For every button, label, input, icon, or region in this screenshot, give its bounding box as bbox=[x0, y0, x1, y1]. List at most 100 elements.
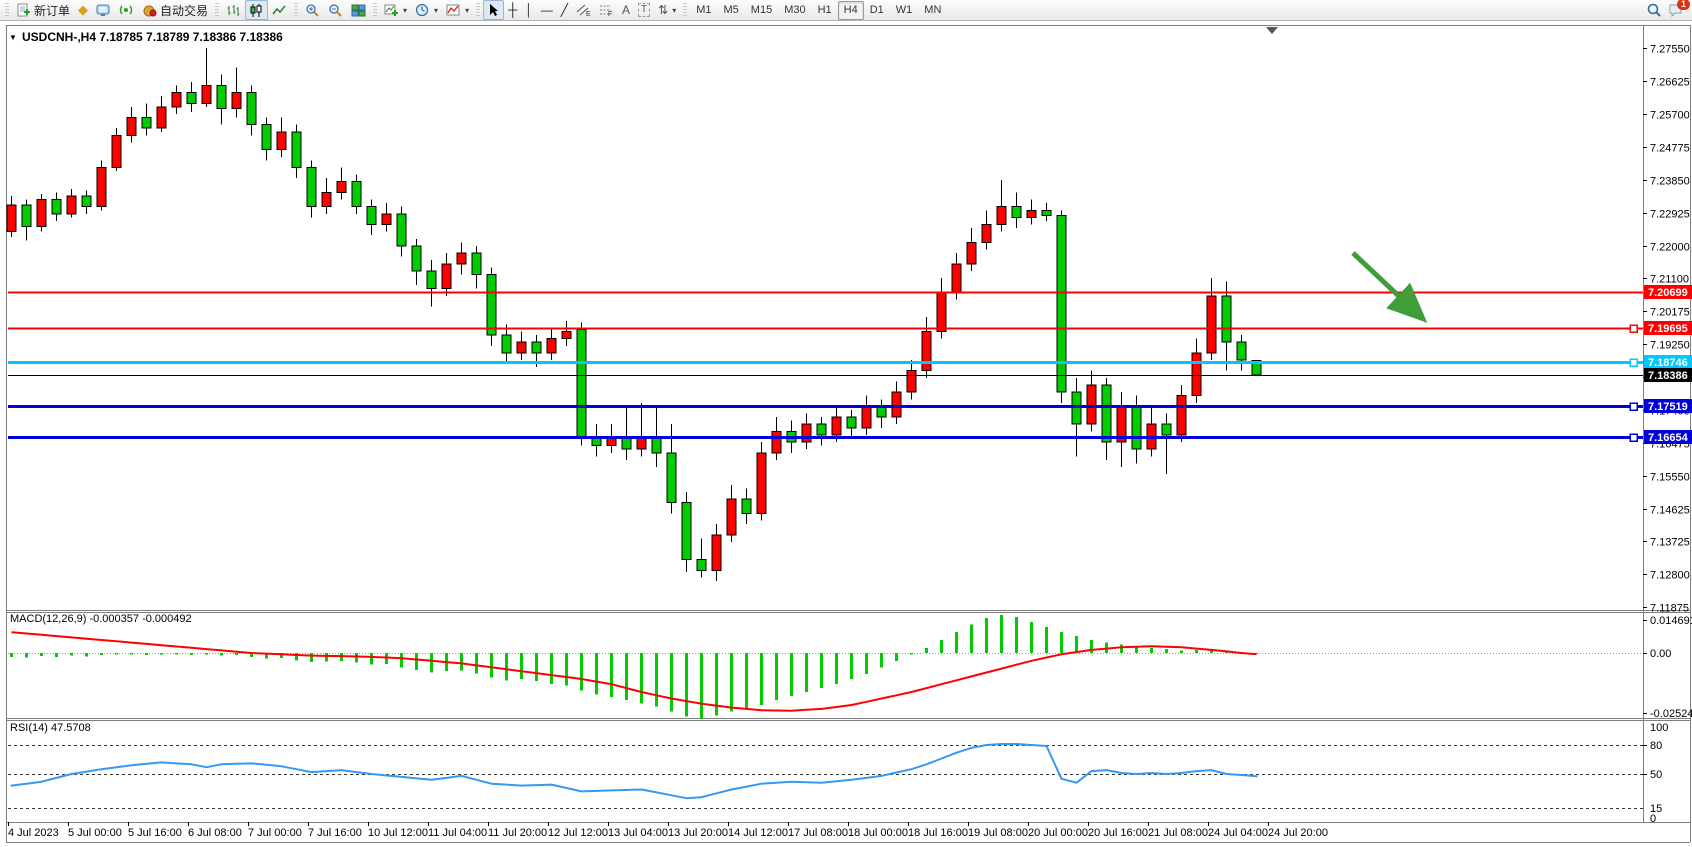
svg-text:7.16654: 7.16654 bbox=[1648, 432, 1689, 444]
charts-window-button[interactable] bbox=[92, 0, 115, 20]
period-menu-button[interactable]: ▾ bbox=[411, 0, 442, 20]
signals-button[interactable] bbox=[115, 0, 138, 20]
svg-text:18 Jul 16:00: 18 Jul 16:00 bbox=[908, 827, 968, 839]
notifications-button[interactable]: 1 bbox=[1668, 0, 1690, 18]
equidistant-channel-icon: E bbox=[576, 3, 591, 17]
bar-chart-icon bbox=[226, 3, 241, 18]
timeframe-button-MN[interactable]: MN bbox=[924, 4, 942, 16]
text-tool-button[interactable]: A bbox=[618, 0, 634, 20]
svg-text:7.18746: 7.18746 bbox=[1648, 357, 1688, 369]
svg-text:14 Jul 12:00: 14 Jul 12:00 bbox=[728, 827, 788, 839]
timeframe-button-H4[interactable]: H4 bbox=[837, 0, 864, 20]
line-chart-button[interactable] bbox=[268, 0, 291, 20]
svg-text:▼: ▼ bbox=[9, 33, 17, 42]
channel-tool-button[interactable]: E bbox=[572, 0, 595, 20]
notification-count-badge: 1 bbox=[1676, 0, 1690, 10]
signal-icon bbox=[119, 3, 134, 18]
text-label-icon: T bbox=[638, 3, 651, 17]
svg-text:4 Jul 2023: 4 Jul 2023 bbox=[8, 827, 59, 839]
svg-text:0.014691: 0.014691 bbox=[1650, 615, 1692, 627]
toolbar-grip[interactable] bbox=[215, 3, 220, 17]
timeframe-button-D1[interactable]: D1 bbox=[869, 4, 884, 16]
timeframe-button-M15[interactable]: M15 bbox=[750, 4, 773, 16]
arrows-icon: ⇅ bbox=[658, 3, 669, 17]
horizontal-line-icon: — bbox=[540, 3, 553, 17]
svg-text:7.26625: 7.26625 bbox=[1650, 77, 1690, 89]
horizontal-level-lines[interactable] bbox=[8, 291, 1643, 442]
toolbar-grip[interactable] bbox=[476, 3, 481, 17]
svg-text:7.12800: 7.12800 bbox=[1650, 570, 1690, 582]
candlestick-chart-button[interactable] bbox=[245, 0, 269, 20]
trend-arrow-annotation[interactable] bbox=[1351, 251, 1428, 323]
clock-icon bbox=[415, 3, 430, 18]
crosshair-tool-button[interactable]: ┼ bbox=[504, 0, 521, 20]
timeframe-button-W1[interactable]: W1 bbox=[895, 4, 913, 16]
cursor-icon bbox=[487, 3, 500, 17]
fibonacci-tool-button[interactable]: F bbox=[595, 0, 618, 20]
timeframe-button-M5[interactable]: M5 bbox=[723, 4, 739, 16]
svg-text:5 Jul 00:00: 5 Jul 00:00 bbox=[68, 827, 122, 839]
svg-text:USDCNH-,H4 7.18785 7.18789 7.: USDCNH-,H4 7.18785 7.18789 7.18386 7.183… bbox=[22, 30, 283, 44]
svg-text:E: E bbox=[586, 11, 591, 17]
new-order-button[interactable]: 新订单 bbox=[12, 0, 74, 20]
timeframe-button-M1[interactable]: M1 bbox=[696, 4, 712, 16]
svg-text:7.13725: 7.13725 bbox=[1650, 537, 1690, 549]
svg-text:20 Jul 16:00: 20 Jul 16:00 bbox=[1088, 827, 1148, 839]
price-axis: 7.27550 7.26625 7.25700 7.24775 7.23850 7.229… bbox=[1643, 44, 1690, 615]
toolbar-grip[interactable] bbox=[373, 3, 378, 17]
svg-text:80: 80 bbox=[1650, 740, 1662, 752]
rsi-panel: RSI(14) 47.5708 100 80 50 150 bbox=[8, 722, 1668, 825]
autotrading-icon bbox=[142, 3, 157, 18]
svg-text:7.19250: 7.19250 bbox=[1650, 340, 1690, 352]
svg-text:7.27550: 7.27550 bbox=[1650, 44, 1690, 56]
svg-text:0: 0 bbox=[1650, 813, 1656, 825]
indicators-menu-button[interactable]: ▾ bbox=[442, 0, 473, 20]
horizontal-line-tool-button[interactable]: — bbox=[537, 0, 557, 20]
text-label-tool-button[interactable]: T bbox=[634, 0, 654, 20]
svg-text:18 Jul 00:00: 18 Jul 00:00 bbox=[848, 827, 908, 839]
autotrading-button[interactable]: 自动交易 bbox=[138, 0, 212, 20]
timeframe-group: M1 M5 M15 M30 H1 H4 D1 W1 MN bbox=[690, 0, 947, 20]
gold-gem-icon: ◆ bbox=[78, 2, 89, 17]
search-icon[interactable] bbox=[1646, 2, 1662, 18]
svg-text:15: 15 bbox=[1650, 803, 1662, 815]
arrows-tool-button[interactable]: ⇅ ▾ bbox=[654, 0, 680, 20]
tile-windows-button[interactable] bbox=[347, 0, 370, 20]
bar-chart-button[interactable] bbox=[222, 0, 245, 20]
vertical-line-tool-button[interactable]: │ bbox=[521, 0, 537, 20]
svg-text:13 Jul 04:00: 13 Jul 04:00 bbox=[608, 827, 668, 839]
new-order-label: 新订单 bbox=[34, 3, 71, 18]
zoom-in-button[interactable] bbox=[301, 0, 324, 20]
toolbar: 新订单 ◆ 自动交易 bbox=[0, 0, 1692, 21]
indicators-icon bbox=[446, 3, 461, 18]
svg-text:0.00: 0.00 bbox=[1650, 648, 1671, 660]
svg-text:5 Jul 16:00: 5 Jul 16:00 bbox=[128, 827, 182, 839]
vertical-line-icon: │ bbox=[525, 3, 533, 17]
timeframe-button-M30[interactable]: M30 bbox=[784, 4, 806, 16]
chart-title: ▼ USDCNH-,H4 7.18785 7.18789 7.18386 7.18… bbox=[9, 30, 283, 44]
new-chart-button[interactable]: ▾ bbox=[380, 0, 411, 20]
timeframe-button-H1[interactable]: H1 bbox=[817, 4, 832, 16]
toolbar-grip[interactable] bbox=[5, 3, 9, 17]
svg-text:24 Jul 20:00: 24 Jul 20:00 bbox=[1268, 827, 1328, 839]
svg-text:7.20699: 7.20699 bbox=[1648, 287, 1688, 299]
svg-text:100: 100 bbox=[1650, 722, 1668, 734]
svg-text:21 Jul 08:00: 21 Jul 08:00 bbox=[1148, 827, 1208, 839]
svg-text:17 Jul 08:00: 17 Jul 08:00 bbox=[788, 827, 848, 839]
trendline-tool-button[interactable]: ╱ bbox=[557, 0, 572, 20]
toolbar-grip[interactable] bbox=[294, 3, 299, 17]
dropdown-arrow-icon: ▾ bbox=[434, 5, 439, 15]
svg-text:7.19695: 7.19695 bbox=[1648, 323, 1688, 335]
fibonacci-icon: F bbox=[599, 3, 614, 17]
svg-text:7.25700: 7.25700 bbox=[1650, 110, 1690, 122]
chart-shift-marker[interactable] bbox=[1266, 27, 1278, 34]
editor-button[interactable]: ◆ bbox=[74, 0, 92, 20]
cursor-tool-button[interactable] bbox=[483, 0, 505, 20]
toolbar-grip[interactable] bbox=[683, 3, 688, 17]
svg-text:F: F bbox=[608, 11, 612, 17]
zoom-out-button[interactable] bbox=[324, 0, 347, 20]
svg-text:7.22925: 7.22925 bbox=[1650, 209, 1690, 221]
svg-text:-0.02524: -0.02524 bbox=[1650, 708, 1692, 720]
